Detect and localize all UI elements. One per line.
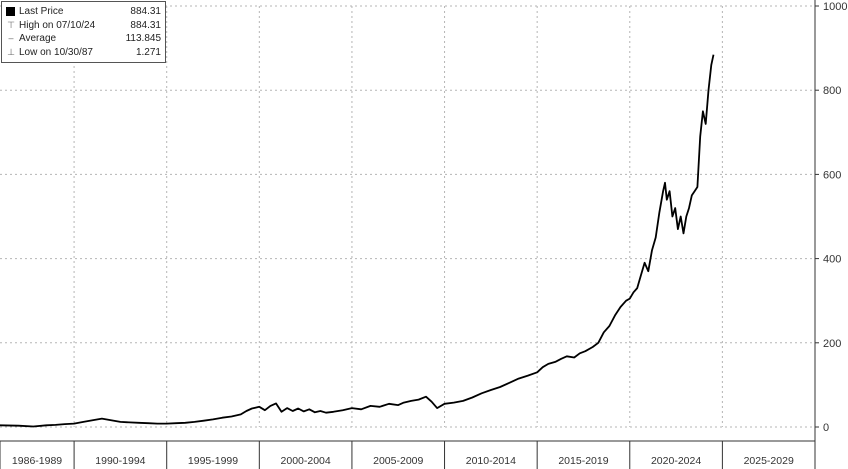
legend-label: High on 07/10/24 [19,19,96,31]
x-tick-label: 1995-1999 [188,455,238,467]
grid [0,5,815,428]
legend-item-low: ⊥ Low on 10/30/87 1.271 [6,46,161,60]
legend-value: 884.31 [130,6,161,18]
x-tick-label: 2000-2004 [281,455,331,467]
x-tick-label: 1986-1989 [12,455,62,467]
price-series-line [0,54,715,428]
legend-value: 113.845 [125,33,161,45]
average-line-icon: ‒ [8,33,14,44]
legend-label: Low on 10/30/87 [19,46,93,58]
x-tick-label: 1990-1994 [95,455,145,467]
x-axis-labels: 1986-1989 1990-1994 1995-1999 2000-2004 2005… [12,455,794,467]
x-tick-label: 2010-2014 [466,455,516,467]
y-tick-label: 1000 [823,1,847,13]
y-tick-label: 400 [823,254,841,266]
chart-legend: Last Price 884.31 ⊤ High on 07/10/24 884… [1,1,166,63]
low-marker-icon: ⊥ [7,46,15,57]
legend-item-last-price: Last Price 884.31 [6,5,161,19]
y-tick-label: 800 [823,85,841,97]
legend-label: Last Price [19,6,64,18]
x-tick-label: 2015-2019 [558,455,608,467]
y-tick-label: 600 [823,169,841,181]
legend-item-average: ‒ Average 113.845 [6,32,161,46]
high-marker-icon: ⊤ [7,19,15,30]
x-tick-label: 2025-2029 [744,455,794,467]
x-tick-label: 2020-2024 [651,455,701,467]
filled-square-icon [6,7,15,17]
legend-label: Average [19,33,57,45]
x-tick-label: 2005-2009 [373,455,423,467]
legend-value: 1.271 [135,46,161,58]
y-axis-labels: 0 200 400 600 800 1000 [823,1,847,434]
legend-value: 884.31 [130,19,161,31]
y-tick-label: 200 [823,338,841,350]
legend-item-high: ⊤ High on 07/10/24 884.31 [6,19,161,33]
axes [0,0,819,469]
y-tick-label: 0 [823,422,829,434]
series-layer [0,54,715,428]
